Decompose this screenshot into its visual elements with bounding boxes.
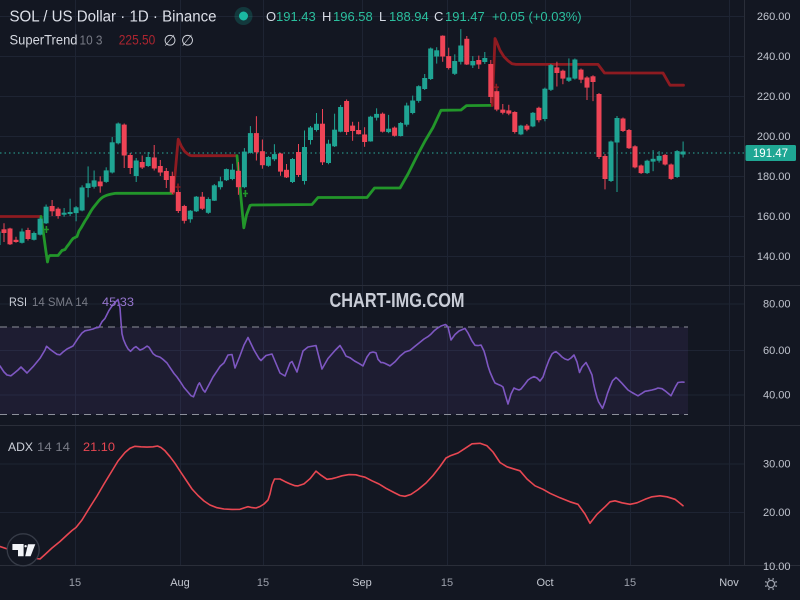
svg-text:191.47: 191.47 [445,9,485,24]
svg-text:Aug: Aug [170,577,190,589]
svg-text:10 3: 10 3 [80,33,103,48]
svg-text:14 SMA 14: 14 SMA 14 [32,295,88,309]
svg-text:Oct: Oct [536,577,553,589]
svg-text:30.00: 30.00 [763,459,791,471]
svg-text:O: O [266,9,276,24]
svg-text:+0.05 (+0.03%): +0.05 (+0.03%) [492,9,582,24]
svg-text:160.00: 160.00 [757,211,791,223]
svg-text:15: 15 [624,577,636,589]
svg-text:80.00: 80.00 [763,299,791,311]
svg-text:220.00: 220.00 [757,91,791,103]
svg-text:196.58: 196.58 [333,9,373,24]
svg-text:CHART-IMG.COM: CHART-IMG.COM [330,290,465,312]
svg-text:40.00: 40.00 [763,390,791,402]
svg-text:191.47: 191.47 [753,148,788,160]
svg-text:SuperTrend: SuperTrend [10,33,78,48]
svg-text:15: 15 [257,577,269,589]
svg-text:225.50: 225.50 [119,33,156,48]
svg-text:21.10: 21.10 [83,440,115,454]
svg-text:60.00: 60.00 [763,345,791,357]
svg-text:10.00: 10.00 [763,561,791,573]
svg-text:SOL / US Dollar · 1D · Binance: SOL / US Dollar · 1D · Binance [10,9,217,26]
svg-text:Sep: Sep [352,577,372,589]
svg-text:45.33: 45.33 [102,295,134,309]
svg-text:L: L [379,9,386,24]
svg-text:14 14: 14 14 [37,440,70,454]
svg-text:Nov: Nov [719,577,739,589]
svg-text:200.00: 200.00 [757,131,791,143]
svg-text:∅: ∅ [164,33,177,50]
svg-text:191.43: 191.43 [276,9,316,24]
svg-text:260.00: 260.00 [757,11,791,23]
svg-text:C: C [434,9,443,24]
svg-text:15: 15 [441,577,453,589]
svg-text:H: H [322,9,331,24]
svg-text:20.00: 20.00 [763,507,791,519]
svg-text:RSI: RSI [9,295,27,309]
svg-text:∅: ∅ [181,33,194,50]
svg-text:188.94: 188.94 [389,9,429,24]
svg-text:140.00: 140.00 [757,251,791,263]
svg-text:ADX: ADX [8,440,33,454]
svg-text:15: 15 [69,577,81,589]
svg-text:240.00: 240.00 [757,51,791,63]
svg-text:180.00: 180.00 [757,171,791,183]
